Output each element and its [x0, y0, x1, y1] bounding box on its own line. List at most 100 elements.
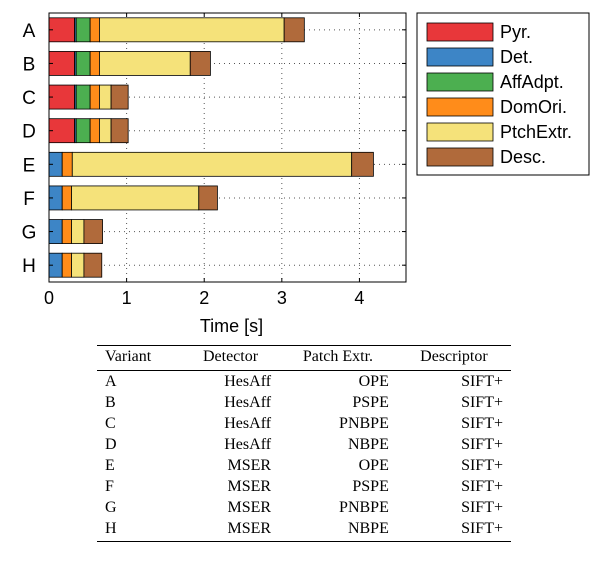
table-cell: SIFT+ — [461, 478, 503, 495]
table-cell: HesAff — [224, 373, 272, 390]
table-cell: SIFT+ — [461, 394, 503, 411]
bar-segment — [83, 219, 103, 244]
bar-segment — [48, 84, 76, 110]
y-tick-label: A — [23, 21, 36, 42]
table-row: B HesAff PSPE SIFT+ — [97, 392, 511, 413]
bar-segment — [99, 118, 112, 144]
bar-segment — [71, 151, 353, 177]
bar-segment — [283, 17, 305, 43]
x-tick-label: 3 — [277, 288, 287, 308]
bar-segment — [48, 51, 76, 76]
table-cell: NBPE — [347, 436, 389, 453]
bar-segment — [99, 17, 285, 43]
table-cell: OPE — [358, 373, 389, 390]
table-cell: SIFT+ — [461, 436, 503, 453]
y-tick-label: C — [22, 88, 36, 109]
bar-segment — [351, 151, 374, 177]
legend-label: Desc. — [500, 147, 546, 167]
bar-segment — [61, 151, 73, 177]
bar-segment — [61, 252, 72, 278]
table-cell: G — [105, 499, 117, 516]
bar-segment — [75, 51, 91, 76]
x-tick-label: 1 — [122, 288, 132, 308]
bar-segment — [99, 51, 191, 76]
header-descriptor: Descriptor — [396, 345, 511, 371]
legend-label: PtchExtr. — [500, 122, 572, 142]
bars — [48, 17, 374, 278]
table-cell: PSPE — [352, 478, 389, 495]
table-cell: MSER — [181, 518, 280, 542]
variants-table: Variant Detector Patch Extr. Descriptor … — [97, 345, 511, 542]
legend-swatch — [426, 122, 494, 142]
table-cell: SIFT+ — [461, 373, 503, 390]
table-cell: SIFT+ — [461, 415, 503, 432]
table-cell: PNBPE — [339, 499, 389, 516]
table-cell: HesAff — [224, 415, 272, 432]
y-tick-label: G — [22, 223, 37, 244]
x-tick-label: 4 — [354, 288, 364, 308]
table-cell: E — [105, 457, 115, 474]
bar-segment — [89, 118, 100, 144]
legend-swatch — [426, 72, 494, 92]
table-cell: HesAff — [224, 436, 272, 453]
bar-segment — [89, 51, 100, 76]
legend-label: AffAdpt. — [500, 72, 564, 92]
y-tick-label: E — [23, 155, 36, 176]
table-cell: SIFT+ — [461, 499, 503, 516]
table-row: A HesAff OPE SIFT+ — [97, 371, 511, 393]
x-axis-title: Time [s] — [200, 316, 263, 336]
table-cell: NBPE — [279, 518, 397, 542]
x-tick-label: 2 — [199, 288, 209, 308]
table-row: G MSER PNBPE SIFT+ — [97, 497, 511, 518]
bar-segment — [189, 51, 211, 76]
table-cell: PNBPE — [339, 415, 389, 432]
bar-segment — [75, 17, 91, 43]
header-patch-extr: Patch Extr. — [279, 345, 397, 371]
table-cell: SIFT+ — [396, 518, 511, 542]
table-header-row: Variant Detector Patch Extr. Descriptor — [97, 345, 511, 371]
y-tick-label: B — [23, 54, 36, 75]
legend-swatch — [426, 22, 494, 42]
table-row: C HesAff PNBPE SIFT+ — [97, 413, 511, 434]
bar-segment — [75, 84, 91, 110]
bar-segment — [99, 84, 112, 110]
table-cell: MSER — [227, 478, 272, 495]
bar-segment — [75, 118, 91, 144]
table-row: D HesAff NBPE SIFT+ — [97, 434, 511, 455]
table-cell: H — [97, 518, 182, 542]
legend-label: Pyr. — [500, 22, 531, 42]
legend-swatch — [426, 47, 494, 67]
bar-segment — [61, 185, 72, 211]
y-tick-label: F — [23, 189, 35, 210]
table-cell: HesAff — [224, 394, 272, 411]
table-cell: MSER — [227, 457, 272, 474]
x-tick-label: 0 — [44, 288, 54, 308]
table-row: E MSER OPE SIFT+ — [97, 455, 511, 476]
bar-segment — [83, 252, 103, 278]
legend-label: Det. — [500, 47, 533, 67]
bar-segment — [198, 185, 218, 211]
header-variant: Variant — [97, 345, 182, 371]
plot-frame — [48, 12, 407, 283]
table-cell: A — [105, 373, 117, 390]
bar-segment — [71, 219, 85, 244]
legend-swatch — [426, 147, 494, 167]
table-cell: C — [105, 415, 116, 432]
table-cell: OPE — [358, 457, 389, 474]
table-cell: PSPE — [352, 394, 389, 411]
bar-segment — [89, 84, 100, 110]
table-row: H MSER NBPE SIFT+ — [97, 518, 511, 542]
header-detector: Detector — [181, 345, 280, 371]
bar-segment — [71, 185, 200, 211]
table-body: A HesAff OPE SIFT+ B HesAff PSPE SIFT+ C HesAff PN… — [97, 371, 511, 542]
bar-segment — [89, 17, 100, 43]
legend-label: DomOri. — [500, 97, 567, 117]
table-cell: SIFT+ — [461, 457, 503, 474]
y-tick-label: D — [22, 122, 36, 143]
y-tick-label: H — [22, 256, 36, 277]
bar-segment — [61, 219, 72, 244]
table-cell: D — [105, 436, 117, 453]
table-cell: MSER — [227, 499, 272, 516]
